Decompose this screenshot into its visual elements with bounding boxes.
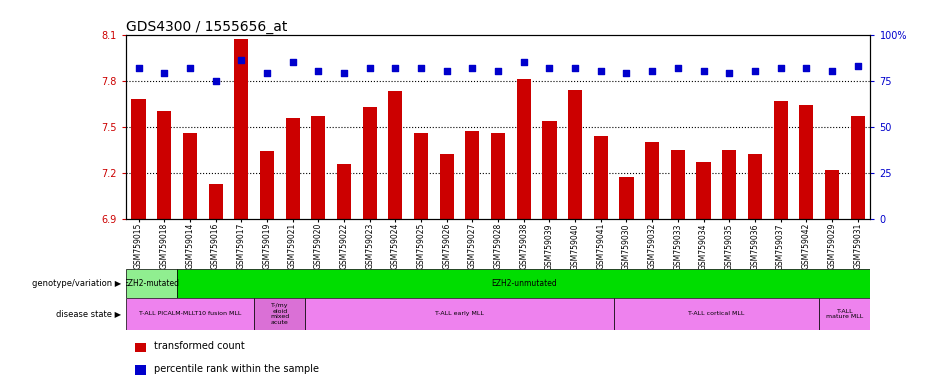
Point [491,68,506,74]
Point [311,68,326,74]
Bar [126,298,254,330]
Bar [568,90,582,219]
Text: T-ALL early MLL: T-ALL early MLL [435,311,484,316]
Point [670,65,685,71]
Point [645,68,660,74]
Bar [748,154,762,219]
Bar [362,107,377,219]
Bar [722,150,736,219]
Point [517,59,532,65]
Bar [543,121,557,219]
Point [362,65,377,71]
Point [182,65,197,71]
Bar [696,162,710,219]
Bar [671,150,685,219]
Point [799,65,814,71]
Point [234,57,249,63]
Point [465,65,479,71]
Bar [439,154,453,219]
Bar [235,39,249,219]
Bar [466,131,479,219]
Point [413,65,428,71]
Point [773,65,788,71]
Point [696,68,711,74]
Point [260,70,275,76]
Point [722,70,736,76]
Point [619,70,634,76]
Text: T-ALL cortical MLL: T-ALL cortical MLL [688,311,745,316]
Bar [491,133,506,219]
Bar [157,111,171,219]
Bar [311,116,325,219]
Bar [851,116,865,219]
Bar [388,91,402,219]
Point [285,59,300,65]
Text: percentile rank within the sample: percentile rank within the sample [154,364,318,374]
Bar [645,142,659,219]
Point [748,68,762,74]
Bar [182,133,197,219]
Bar [260,151,274,219]
Bar [126,269,177,298]
Point [850,63,865,69]
Text: genotype/variation ▶: genotype/variation ▶ [32,279,121,288]
Point [593,68,608,74]
Bar [337,164,351,219]
Point [156,70,171,76]
Text: disease state ▶: disease state ▶ [56,310,121,318]
Point [209,78,223,84]
Bar [414,133,428,219]
Bar [619,177,634,219]
Point [542,65,557,71]
Point [439,68,454,74]
Bar [286,118,300,219]
Bar [517,79,531,219]
Text: transformed count: transformed count [154,341,244,351]
Bar [799,105,814,219]
Bar [254,298,305,330]
Bar [825,170,839,219]
Text: EZH2-mutated: EZH2-mutated [124,279,180,288]
Bar [614,298,819,330]
Bar [209,184,223,219]
Point [825,68,840,74]
Text: T-ALL PICALM-MLLT10 fusion MLL: T-ALL PICALM-MLLT10 fusion MLL [139,311,241,316]
Text: T-/my
eloid
mixed
acute: T-/my eloid mixed acute [270,303,290,325]
Text: T-ALL
mature MLL: T-ALL mature MLL [826,308,863,319]
Text: EZH2-unmutated: EZH2-unmutated [491,279,557,288]
Point [336,70,351,76]
Text: GDS4300 / 1555656_at: GDS4300 / 1555656_at [126,20,287,33]
Bar [774,101,788,219]
Point [388,65,403,71]
Point [131,65,146,71]
Bar [305,298,614,330]
Point [568,65,583,71]
Bar [131,99,145,219]
Bar [594,136,608,219]
Bar [819,298,870,330]
